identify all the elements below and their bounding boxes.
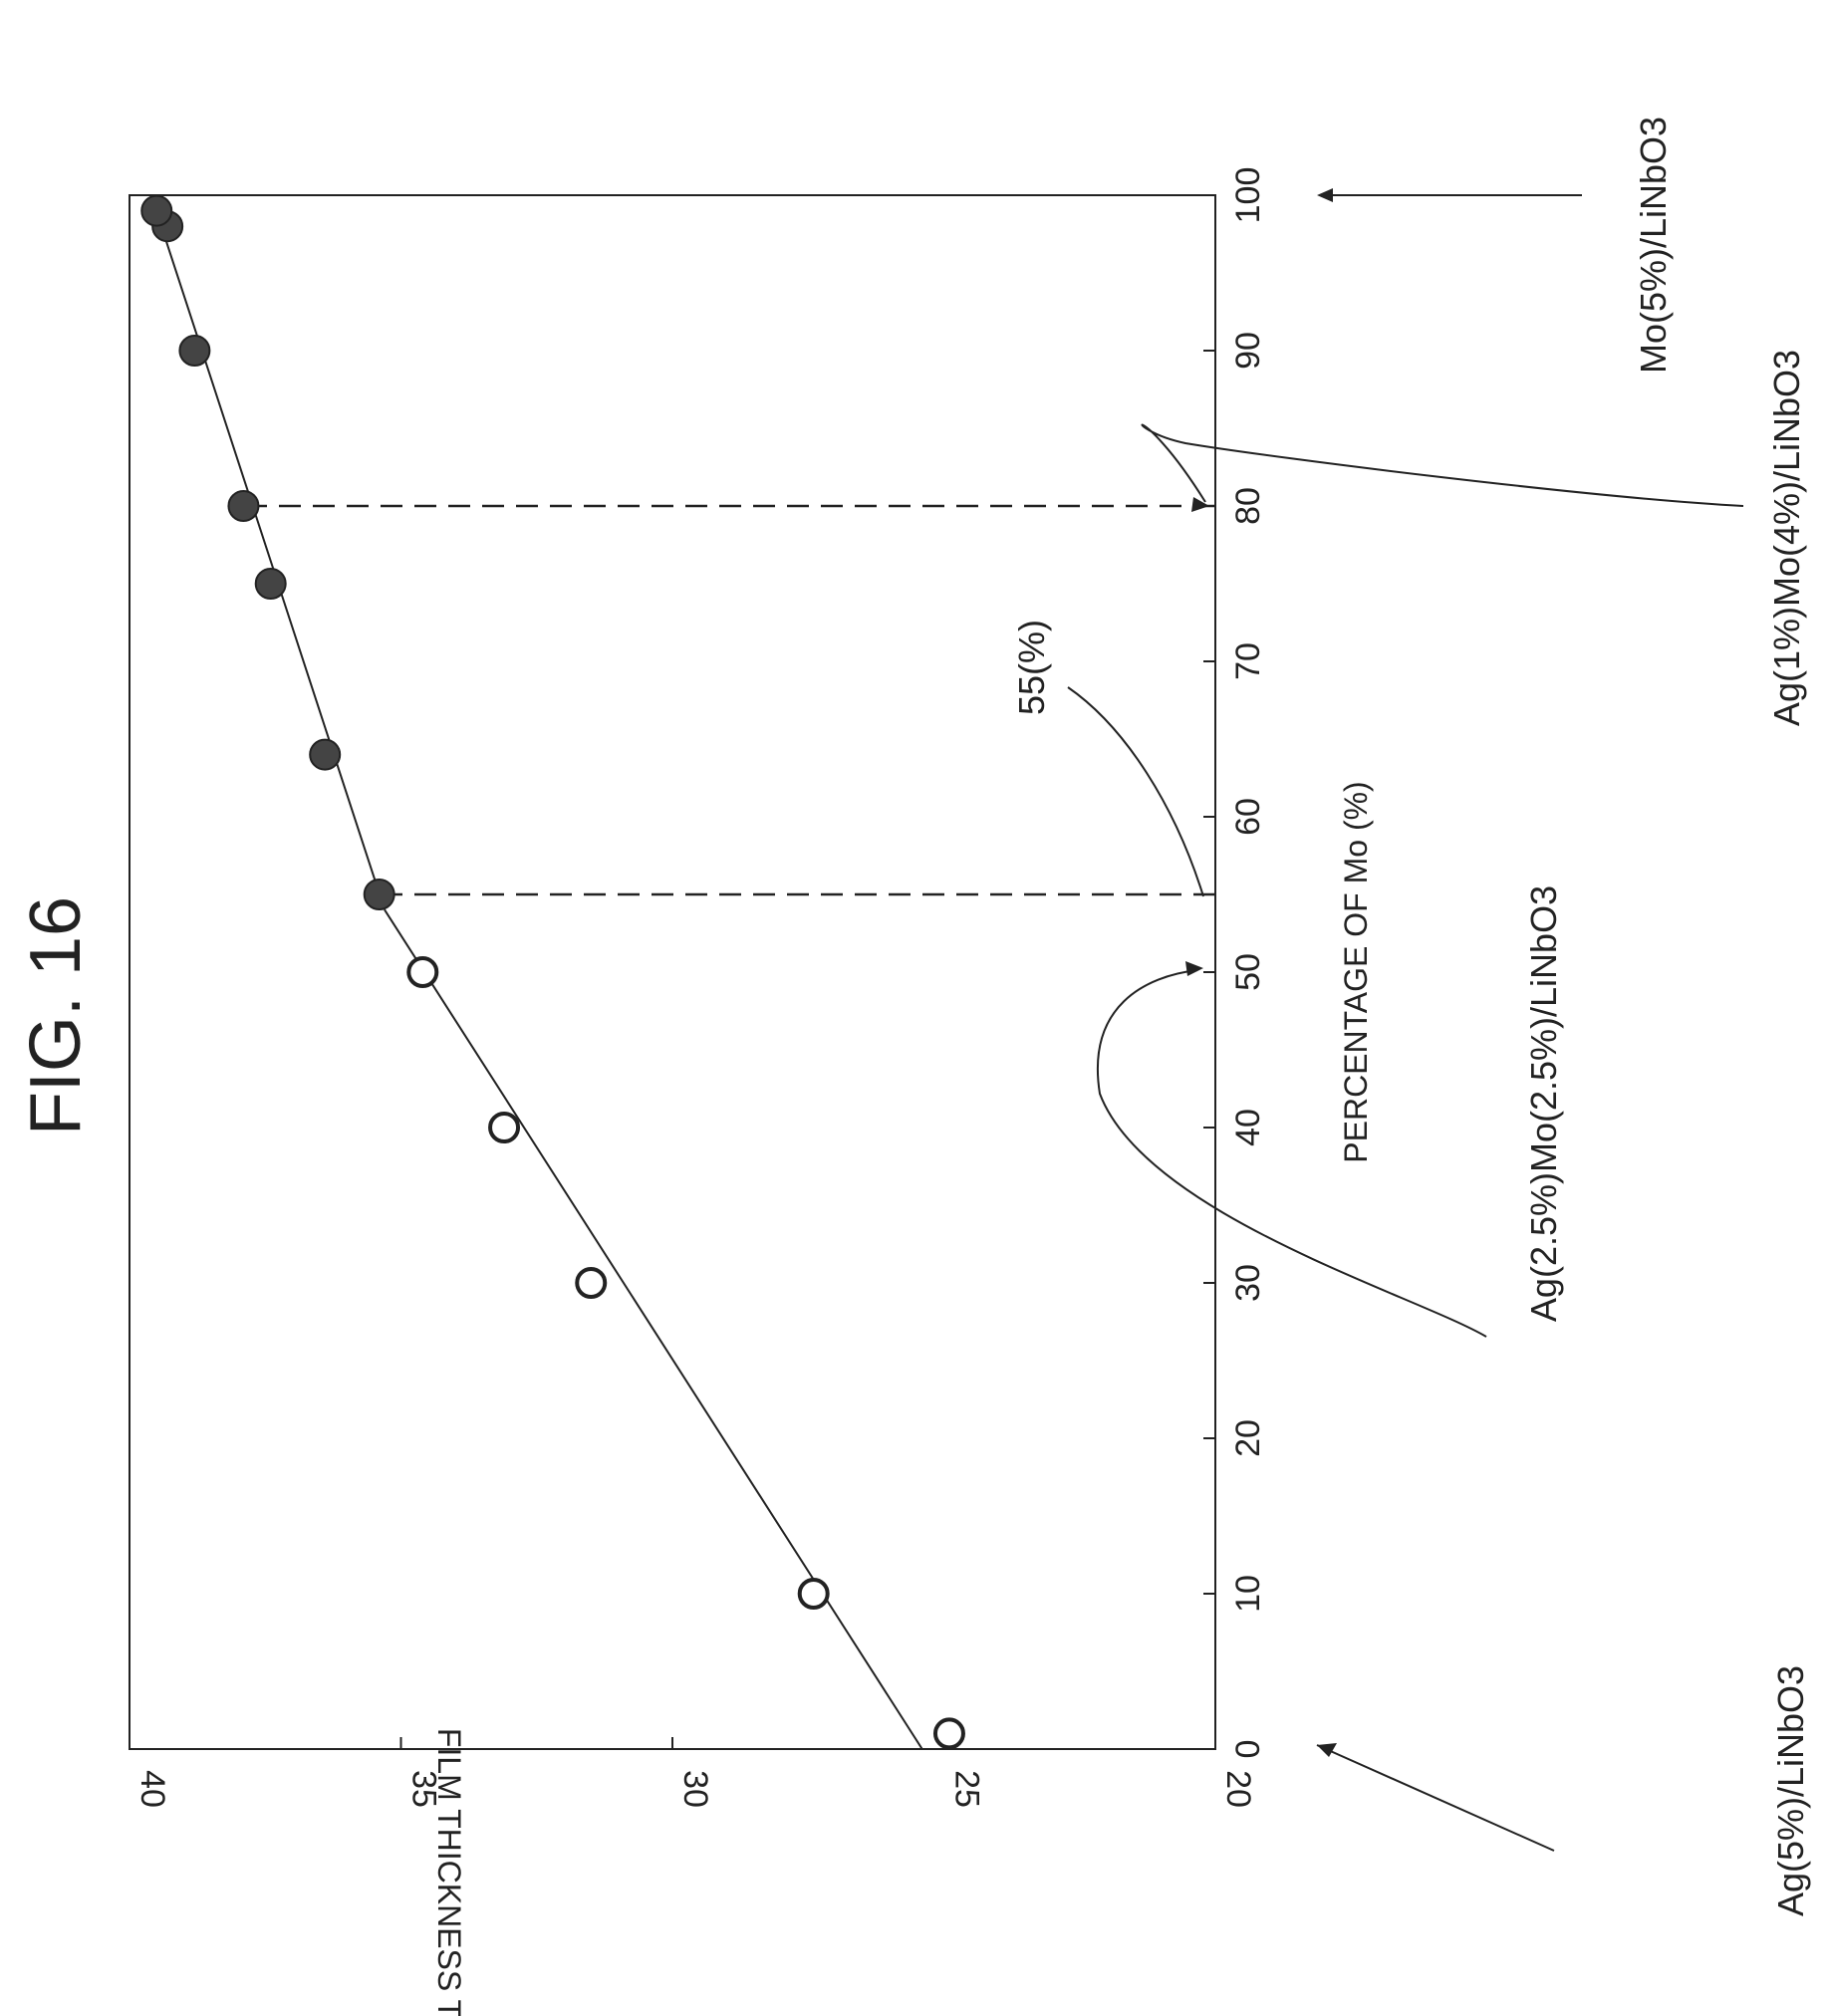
x-tick-label: 100 [1229,167,1267,224]
axis-ticks: 0 10 20 30 40 50 60 70 80 90 100 20 25 30 35 40 [129,167,1267,1808]
annotation-ag25-mo25: Ag(2.5%)Mo(2.5%)/LiNbO3 [1523,885,1564,1322]
arrowhead-ag25-mo25 [1185,961,1203,976]
chart: 0 10 20 30 40 50 60 70 80 90 100 20 25 30 35 40 PERCENT… [129,117,1811,2016]
figure-title: FIG. 16 [16,896,96,1135]
trend-lines [149,194,923,1750]
x-tick-label: 60 [1229,798,1267,836]
filled-data-point [178,335,211,367]
plot-frame [129,194,1216,1750]
trend-line [384,909,923,1750]
x-tick-label: 30 [1229,1264,1267,1302]
x-tick-label: 0 [1229,1740,1267,1759]
filled-data-point [363,879,395,910]
filled-data-point [254,568,287,600]
arrowhead-mo5 [1317,188,1333,202]
x-tick-label: 50 [1229,953,1267,991]
open-data-point [575,1267,608,1299]
x-tick-label: 70 [1229,642,1267,680]
filled-data-point [140,194,173,227]
open-data-point [932,1717,965,1750]
leader-line-ag1-mo4 [1141,423,1744,507]
x-tick-label: 90 [1229,332,1267,370]
reference-lines [243,504,1215,896]
x-axis-label: PERCENTAGE OF Mo (%) [1338,781,1374,1162]
filled-data-point [227,490,260,522]
annotation-ag5: Ag(5%)/LiNbO3 [1770,1665,1811,1916]
arrowhead-ag1-mo4 [1191,497,1209,512]
annotation-55-percent: 55(%) [1011,620,1052,715]
x-tick-label: 40 [1229,1109,1267,1146]
open-data-point [488,1112,521,1143]
annotation-ag1-mo4: Ag(1%)Mo(4%)/LiNbO3 [1766,350,1807,726]
y-tick-label: 40 [133,1770,171,1808]
annotations: 55(%) Ag(5%)/LiNbO3 Ag(2.5%)Mo(2.5%)/LiN… [1011,117,1811,1916]
x-tick-label: 10 [1229,1575,1267,1613]
y-tick-label: 20 [1219,1770,1257,1808]
open-data-point [406,956,439,988]
y-tick-label: 25 [948,1770,986,1808]
filled-data-point [309,738,342,771]
trend-line [149,194,387,910]
open-data-point [797,1578,830,1610]
leader-line-55-percent [1067,686,1204,897]
x-tick-label: 20 [1229,1419,1267,1457]
arrowhead-ag5 [1317,1743,1337,1757]
annotation-mo5: Mo(5%)/LiNbO3 [1633,117,1674,374]
y-tick-label: 30 [676,1770,714,1808]
data-points [140,194,965,1750]
y-tick-label: 35 [405,1770,443,1808]
y-axis-label: FILM THICKNESS T (%) [431,1728,467,2016]
leader-line-ag5 [1316,1744,1555,1852]
leader-line-ag25-mo25 [1097,969,1487,1338]
x-tick-label: 80 [1229,487,1267,525]
